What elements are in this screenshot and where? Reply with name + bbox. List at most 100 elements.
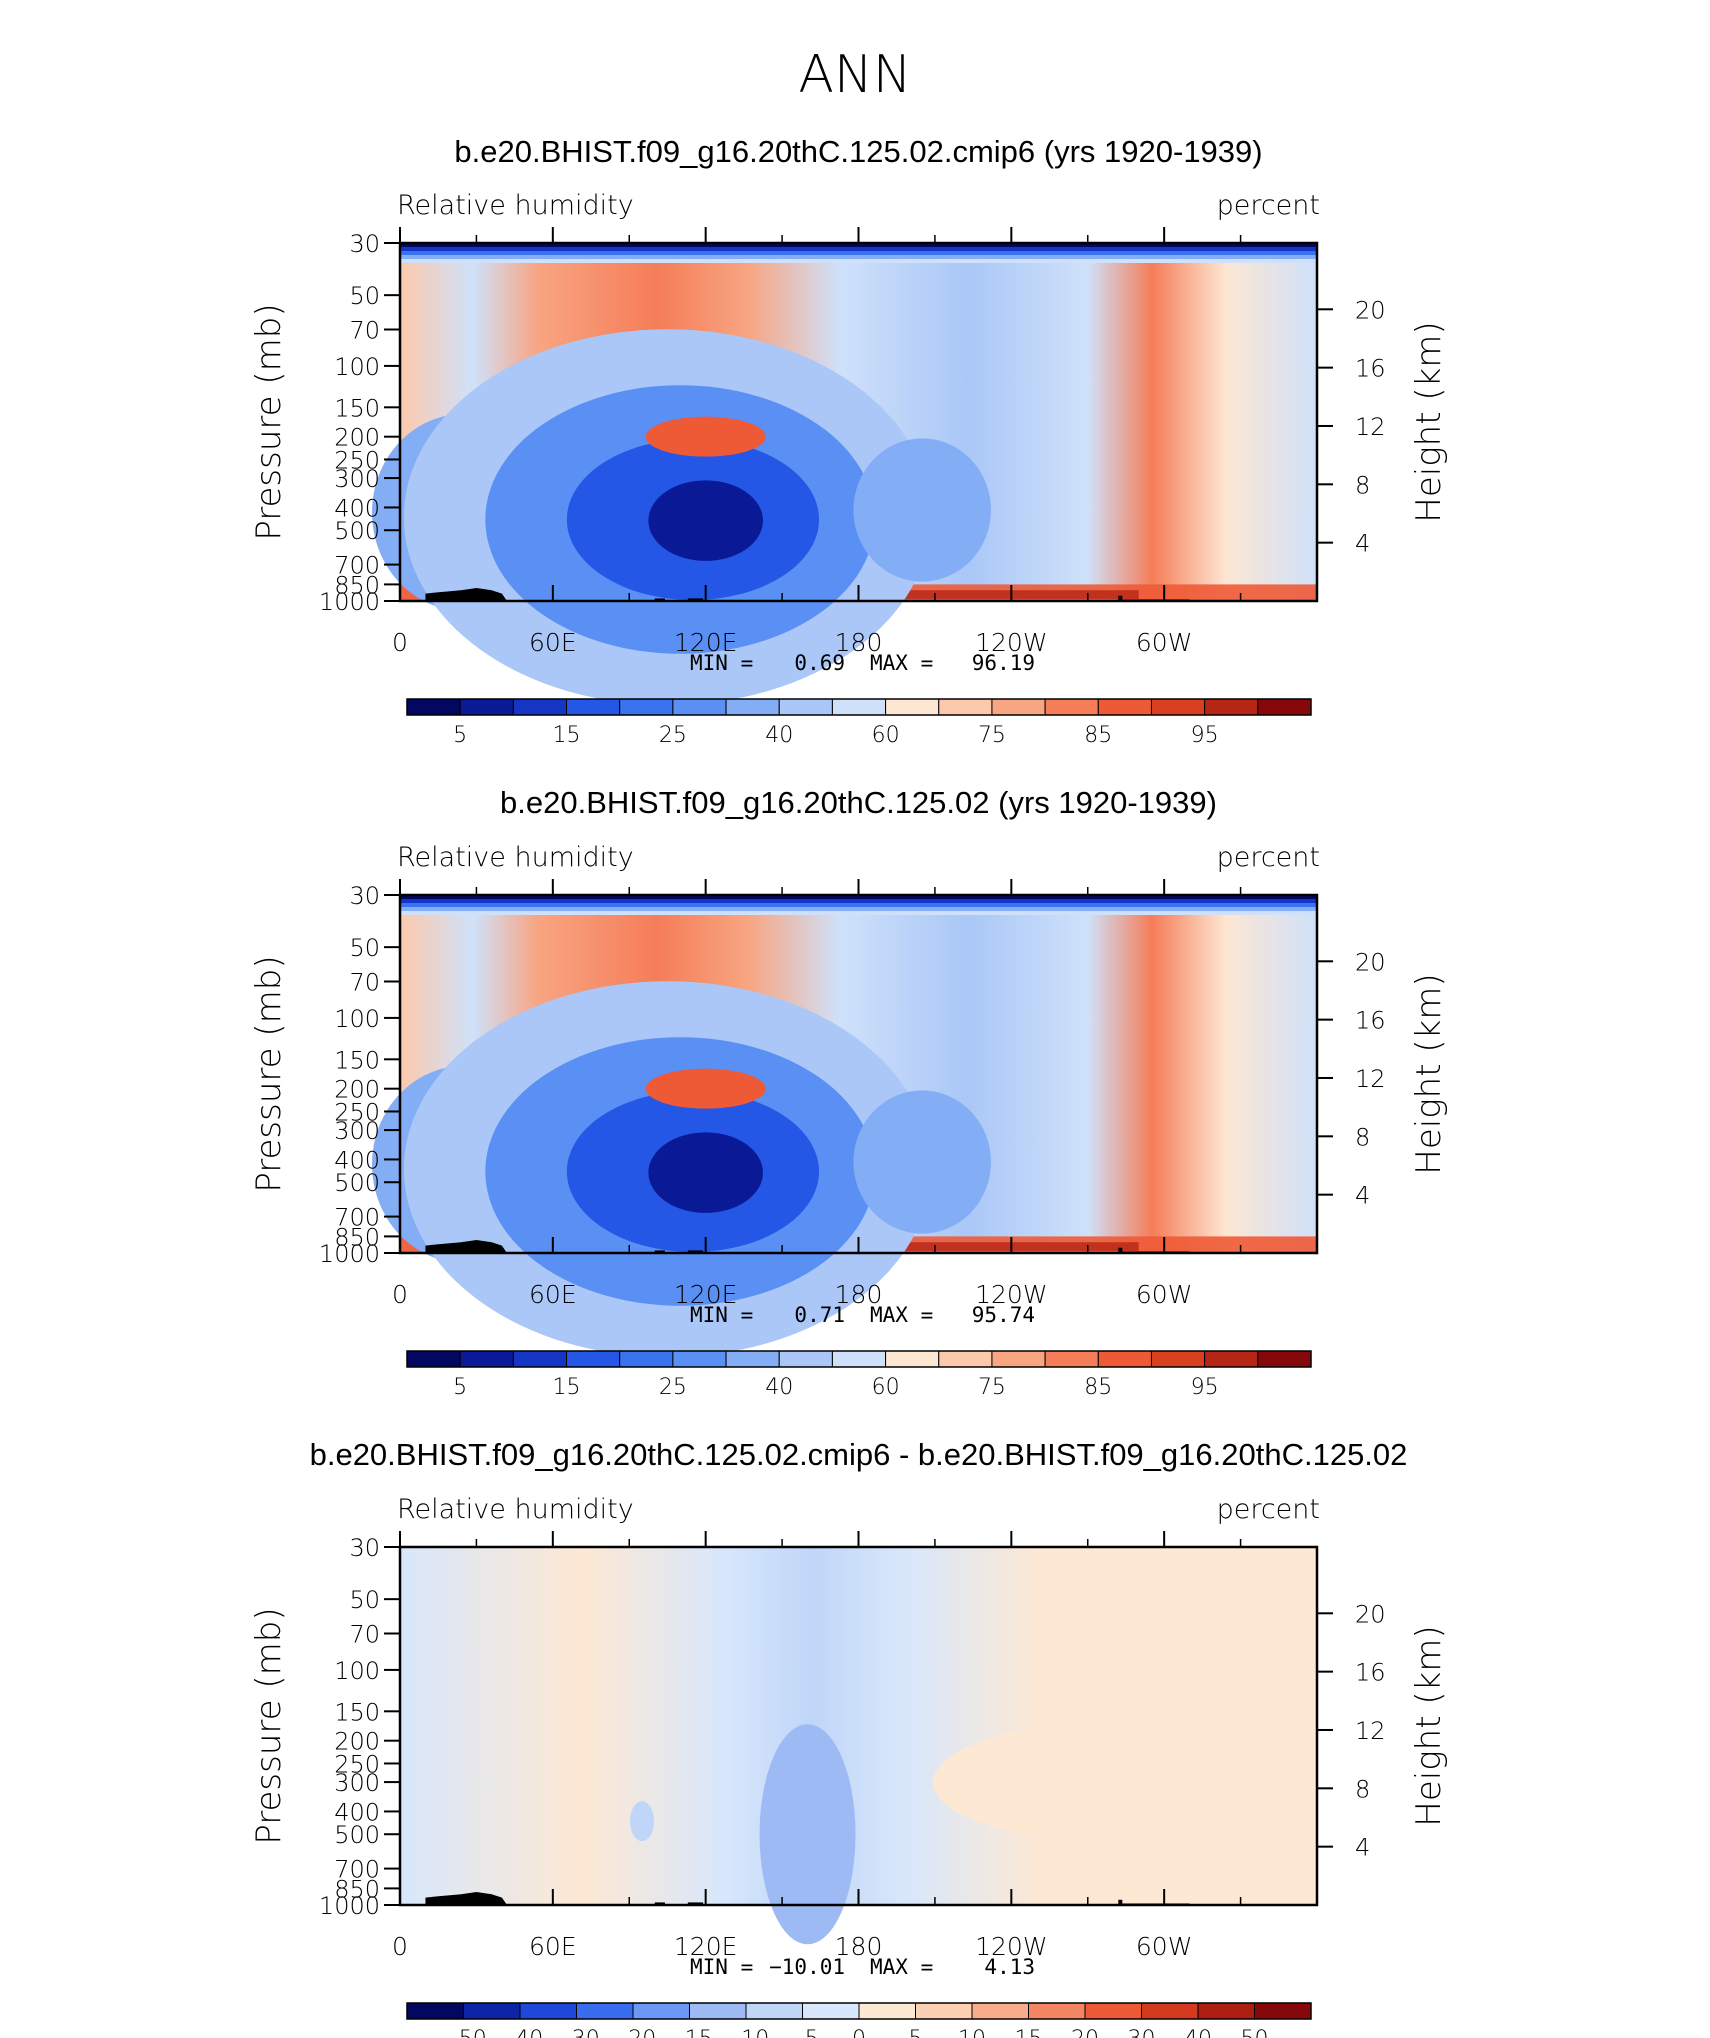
colorbar: 5 15 25 40 60 75 85 95 (406, 1350, 1312, 1400)
max-value: 96.19 (972, 651, 1035, 675)
terrain-mask (425, 1891, 507, 1905)
y-tick-label: 300 (334, 465, 380, 493)
colorbar-swatch (619, 1350, 674, 1368)
colorbar-label: 40 (1184, 2027, 1212, 2038)
colorbar-label: 40 (765, 1375, 793, 1400)
y-right-tick-label: 4 (1355, 530, 1370, 558)
y-tick-label: 400 (334, 1798, 380, 1826)
y-tick-label: 100 (334, 1005, 380, 1033)
y-tick-label: 150 (334, 1046, 380, 1074)
max-label: MAX = (870, 651, 933, 675)
y-right-tick-label: 20 (1355, 1600, 1386, 1628)
y-axis-title: Pressure (mb) (249, 1607, 289, 1844)
colorbar-swatch (632, 2002, 690, 2020)
terrain-mask (687, 1902, 704, 1905)
min-value: 0.71 (794, 1303, 845, 1327)
negative-region (629, 1801, 654, 1842)
colorbar-frame (406, 2002, 1312, 2020)
y-right-tick-label: 12 (1355, 1065, 1386, 1093)
colorbar-label: −10 (723, 2027, 769, 2038)
variable-label: Relative humidity (397, 842, 634, 873)
colorbar-swatch (885, 1350, 940, 1368)
colorbar-swatch (778, 698, 833, 716)
colorbar-label: 15 (553, 723, 581, 748)
colorbar-swatch (991, 1350, 1046, 1368)
colorbar: 5 15 25 40 60 75 85 95 (406, 698, 1312, 748)
colorbar-swatch (1254, 2002, 1312, 2020)
colorbar-label: 0 (852, 2027, 866, 2038)
y-tick-label: 300 (334, 1769, 380, 1797)
positive-region (933, 1722, 1294, 1843)
y-tick-label: 250 (334, 446, 380, 474)
colorbar-swatch (566, 698, 621, 716)
y-tick-label: 250 (334, 1750, 380, 1778)
colorbar: −50−40−30−20−15−10−505101520304050 (406, 2002, 1312, 2038)
terrain-mask (654, 1250, 665, 1253)
colorbar-swatch (1197, 2002, 1255, 2020)
y-tick-label: 700 (334, 1204, 380, 1232)
y-tick-label: 30 (349, 882, 380, 910)
dry-region (648, 1132, 763, 1213)
x-tick-label: 60W (1136, 1932, 1193, 1961)
colorbar-swatch (1257, 1350, 1312, 1368)
colorbar-swatch (1044, 1350, 1099, 1368)
x-tick-label: 180 (835, 1280, 883, 1309)
y-tick-label: 500 (334, 517, 380, 545)
x-tick-label: 60E (529, 1280, 577, 1309)
colorbar-swatch (915, 2002, 973, 2020)
x-tick-label: 120E (674, 1932, 738, 1961)
colorbar-swatch (1150, 698, 1206, 716)
panel-2: b.e20.BHIST.f09_g16.20thC.125.02 (yrs 19… (249, 785, 1449, 1400)
colorbar-swatch (1204, 698, 1259, 716)
terrain-mask (425, 1239, 507, 1253)
colorbar-label: 95 (1191, 1375, 1219, 1400)
colorbar-label: 60 (872, 723, 900, 748)
y-right-tick-label: 8 (1355, 1775, 1370, 1803)
colorbar-label: 15 (553, 1375, 581, 1400)
y-tick-label: 700 (334, 552, 380, 580)
colorbar-swatch (745, 2002, 803, 2020)
y-axis-title: Pressure (mb) (249, 955, 289, 1192)
colorbar-swatch (566, 1350, 621, 1368)
colorbar-swatch (725, 698, 780, 716)
max-value: 4.13 (984, 1955, 1035, 1979)
colorbar-swatch (1141, 2002, 1199, 2020)
colorbar-swatch (1204, 1350, 1259, 1368)
stratosphere-band (400, 251, 1317, 255)
stratosphere-band (400, 907, 1317, 911)
y-tick-label: 50 (349, 934, 380, 962)
figure-title: ANN (798, 45, 911, 105)
colorbar-swatch (619, 698, 674, 716)
y-tick-label: 150 (334, 394, 380, 422)
colorbar-label: 15 (1015, 2027, 1043, 2038)
units-label: percent (1217, 190, 1320, 221)
y-tick-label: 700 (334, 1856, 380, 1884)
y-tick-label: 200 (334, 424, 380, 452)
colorbar-label: 40 (765, 723, 793, 748)
colorbar-swatch (459, 1350, 514, 1368)
panel-title: b.e20.BHIST.f09_g16.20thC.125.02.cmip6 (… (454, 134, 1262, 169)
x-tick-label: 60W (1136, 1280, 1193, 1309)
y-right-tick-label: 4 (1355, 1834, 1370, 1862)
variable-label: Relative humidity (397, 1494, 634, 1525)
colorbar-swatch (406, 2002, 464, 2020)
y-tick-label: 50 (349, 1586, 380, 1614)
x-tick-label: 60W (1136, 628, 1193, 657)
terrain-mask (1118, 1899, 1123, 1905)
terrain-mask (687, 598, 704, 601)
x-tick-label: 0 (392, 628, 408, 657)
x-tick-label: 60E (529, 628, 577, 657)
colorbar-label: −20 (610, 2027, 656, 2038)
colorbar-swatch (778, 1350, 833, 1368)
y-tick-label: 70 (349, 1621, 380, 1649)
colorbar-swatch (406, 1350, 461, 1368)
colorbar-swatch (406, 698, 461, 716)
panel-3: b.e20.BHIST.f09_g16.20thC.125.02.cmip6 -… (249, 1437, 1449, 2038)
max-label: MAX = (870, 1955, 933, 1979)
y-tick-label: 400 (334, 1146, 380, 1174)
colorbar-swatch (971, 2002, 1029, 2020)
colorbar-swatch (672, 1350, 727, 1368)
y-tick-label: 50 (349, 282, 380, 310)
stratosphere-band (400, 247, 1317, 251)
